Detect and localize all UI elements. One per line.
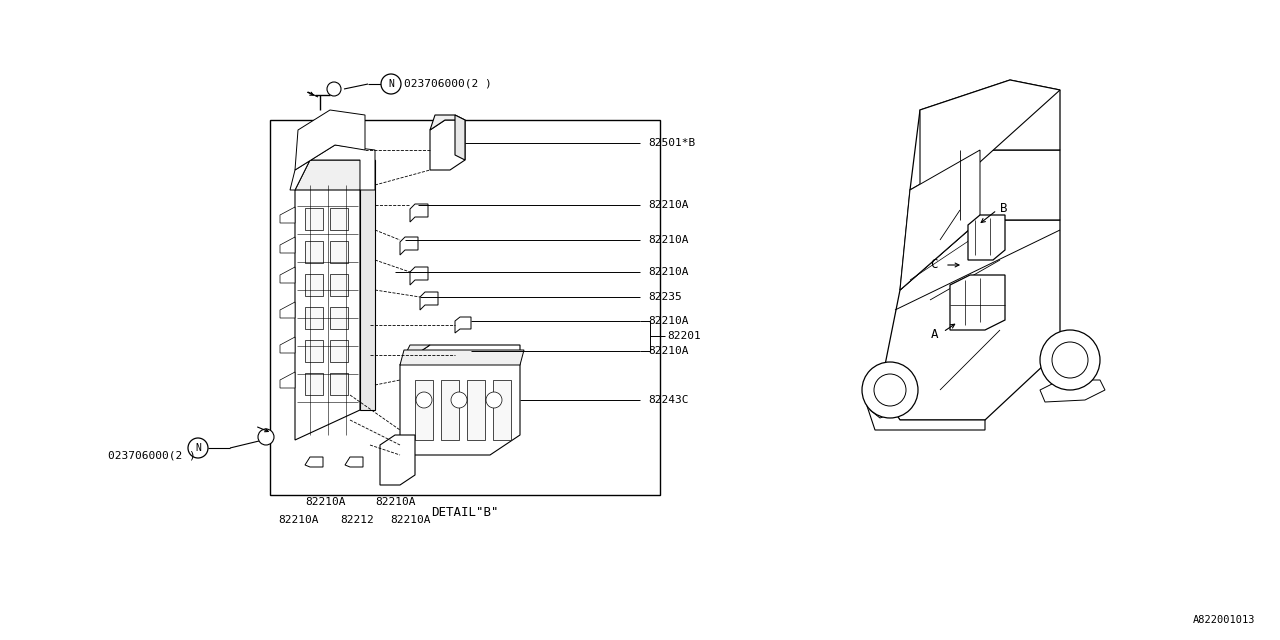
Polygon shape (900, 150, 1060, 290)
Polygon shape (920, 80, 1060, 210)
Polygon shape (280, 302, 294, 318)
Text: 82201: 82201 (667, 331, 700, 341)
Text: 023706000(2 ): 023706000(2 ) (404, 79, 492, 89)
Polygon shape (385, 457, 403, 467)
Polygon shape (430, 115, 465, 130)
Bar (330, 307, 348, 329)
Circle shape (259, 429, 274, 445)
Polygon shape (294, 160, 360, 440)
Bar (305, 340, 323, 362)
Bar (330, 340, 348, 362)
Text: 82210A: 82210A (648, 316, 689, 326)
Polygon shape (399, 345, 430, 365)
Polygon shape (280, 207, 294, 223)
Text: 82210A: 82210A (278, 515, 319, 525)
Bar (330, 208, 348, 230)
Circle shape (1052, 342, 1088, 378)
Bar (330, 274, 348, 296)
Text: 82210A: 82210A (648, 346, 689, 356)
Polygon shape (881, 220, 1060, 420)
Circle shape (1039, 330, 1100, 390)
Polygon shape (380, 435, 415, 485)
Polygon shape (865, 390, 986, 430)
Polygon shape (294, 110, 365, 170)
Polygon shape (410, 204, 428, 222)
Text: 82210A: 82210A (305, 497, 346, 507)
Polygon shape (305, 457, 323, 467)
Bar (305, 307, 323, 329)
Polygon shape (346, 457, 364, 467)
Text: DETAIL"B": DETAIL"B" (431, 506, 499, 520)
Polygon shape (420, 292, 438, 310)
Text: 82243C: 82243C (648, 395, 689, 405)
Polygon shape (280, 337, 294, 353)
Circle shape (861, 362, 918, 418)
Text: 023706000(2 ): 023706000(2 ) (108, 450, 196, 460)
Polygon shape (294, 160, 375, 190)
Polygon shape (910, 80, 1060, 190)
Bar (493, 380, 511, 440)
Polygon shape (900, 150, 980, 290)
Circle shape (486, 392, 502, 408)
Text: A822001013: A822001013 (1193, 615, 1254, 625)
Polygon shape (280, 372, 294, 388)
Polygon shape (430, 120, 465, 170)
Bar (305, 373, 323, 395)
Bar (330, 373, 348, 395)
Polygon shape (968, 215, 1005, 260)
Text: 82210A: 82210A (648, 267, 689, 277)
Text: N: N (195, 443, 201, 453)
Bar (442, 380, 460, 440)
Bar (305, 208, 323, 230)
Text: N: N (388, 79, 394, 89)
Polygon shape (950, 275, 1005, 330)
Polygon shape (360, 160, 375, 410)
Polygon shape (399, 345, 520, 455)
Polygon shape (454, 347, 471, 363)
Text: A: A (932, 328, 938, 342)
Circle shape (874, 374, 906, 406)
Polygon shape (291, 145, 375, 190)
Text: 82210A: 82210A (648, 235, 689, 245)
Text: 82210A: 82210A (375, 497, 416, 507)
Polygon shape (410, 267, 428, 285)
Bar (330, 241, 348, 263)
Bar (305, 274, 323, 296)
Circle shape (416, 392, 433, 408)
Circle shape (381, 74, 401, 94)
Text: 82235: 82235 (648, 292, 682, 302)
Text: B: B (1000, 202, 1007, 214)
Polygon shape (280, 237, 294, 253)
Polygon shape (870, 370, 910, 418)
Polygon shape (280, 267, 294, 283)
Polygon shape (1039, 380, 1105, 402)
Circle shape (188, 438, 207, 458)
Circle shape (326, 82, 340, 96)
Bar (270, 120, 660, 495)
Text: C: C (931, 259, 938, 271)
Polygon shape (454, 115, 465, 160)
Polygon shape (399, 237, 419, 255)
Text: 82210A: 82210A (648, 200, 689, 210)
Bar (415, 380, 433, 440)
Circle shape (451, 392, 467, 408)
Text: 82210A: 82210A (390, 515, 430, 525)
Polygon shape (454, 317, 471, 333)
Text: 82501*B: 82501*B (648, 138, 695, 148)
Bar (467, 380, 485, 440)
Polygon shape (399, 350, 524, 365)
Bar (305, 241, 323, 263)
Text: 82212: 82212 (340, 515, 374, 525)
